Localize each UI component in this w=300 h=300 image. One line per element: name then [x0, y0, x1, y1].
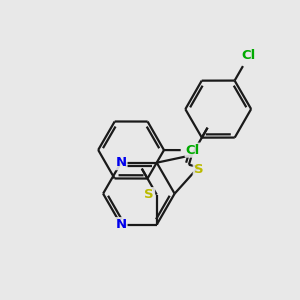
Text: S: S — [194, 164, 203, 176]
Text: S: S — [145, 188, 154, 201]
Text: N: N — [116, 156, 127, 169]
Text: Cl: Cl — [242, 49, 256, 62]
Text: N: N — [116, 218, 127, 231]
Text: Cl: Cl — [186, 144, 200, 157]
